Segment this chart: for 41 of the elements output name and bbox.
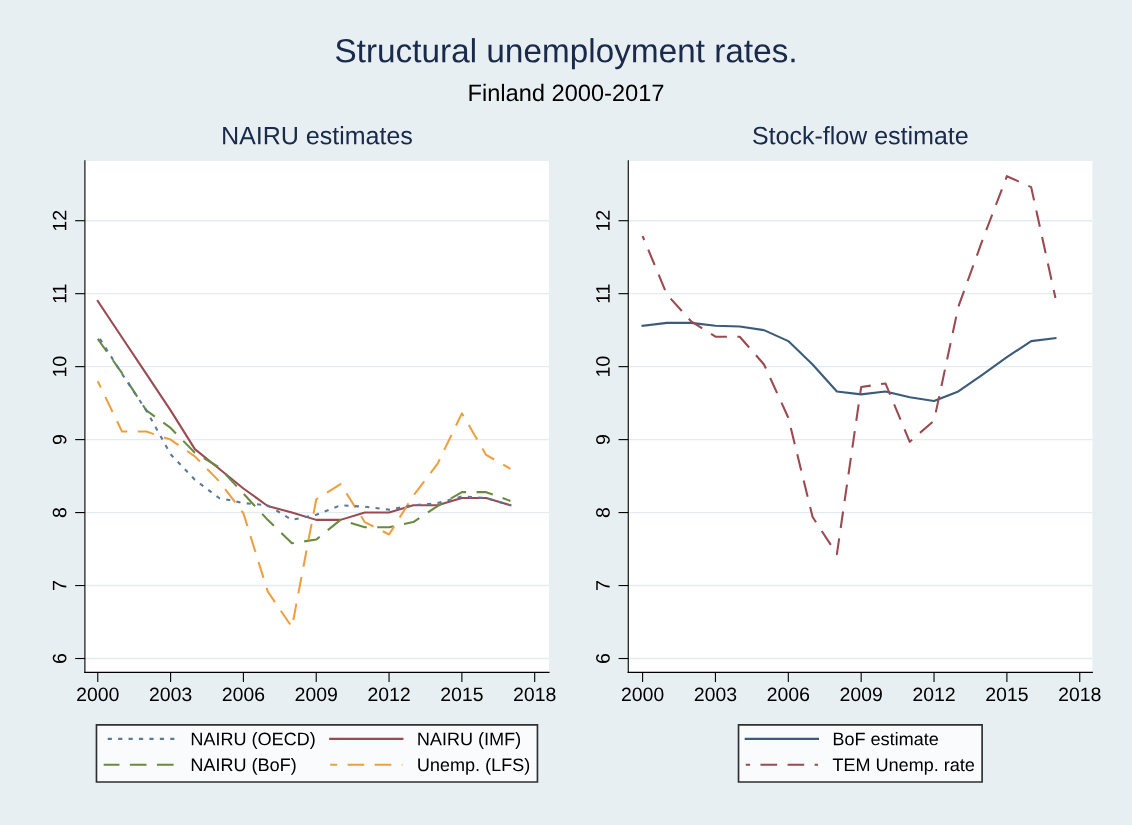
x-tick-label: 2018 (514, 687, 556, 702)
chart-title: Stock-flow estimate (753, 126, 968, 145)
y-tick-label: 7 (596, 581, 610, 590)
x-tick-label: 2006 (222, 687, 265, 702)
line-series (641, 175, 1057, 556)
line-series (96, 299, 512, 521)
x-tick-label: 2012 (913, 687, 955, 702)
x-tick-label: 2006 (767, 687, 810, 702)
x-tick-label: 2000 (621, 687, 664, 702)
x-tick-label: 2015 (986, 687, 1028, 702)
legend-label: TEM Unemp. rate (832, 758, 975, 775)
y-tick-label: 12 (52, 210, 67, 231)
legend-label: BoF estimate (833, 732, 938, 746)
x-tick-label: 2003 (149, 687, 192, 702)
legend-label: Unemp. (LFS) (418, 757, 530, 775)
legend-label: NAIRU (OECD) (191, 732, 315, 749)
x-tick-label: 2000 (77, 687, 119, 702)
y-tick-label: 8 (596, 508, 610, 518)
x-tick-label: 2003 (694, 687, 737, 702)
y-tick-label: 6 (596, 653, 610, 663)
y-tick-label: 9 (596, 435, 610, 445)
y-tick-label: 7 (52, 581, 67, 590)
y-tick-label: 12 (596, 210, 610, 231)
y-tick-label: 11 (52, 284, 67, 303)
y-tick-label: 6 (52, 653, 67, 663)
x-tick-label: 2018 (1059, 687, 1101, 702)
y-tick-label: 10 (596, 356, 610, 376)
legend-label: NAIRU (BoF) (191, 757, 296, 775)
y-tick-label: 11 (596, 284, 610, 303)
x-tick-label: 2009 (295, 687, 337, 702)
y-tick-label: 10 (52, 356, 67, 376)
line-series (641, 321, 1057, 402)
text: Finland 2000-2017 (469, 83, 664, 102)
text: Structural unemployment rates. (335, 38, 795, 70)
x-tick-label: 2009 (840, 687, 882, 702)
y-tick-label: 8 (52, 508, 67, 518)
x-tick-label: 2015 (441, 687, 483, 702)
y-tick-label: 9 (52, 435, 67, 445)
legend-label: NAIRU (IMF) (418, 732, 521, 749)
x-tick-label: 2012 (368, 687, 410, 702)
chart-title: NAIRU estimates (223, 126, 412, 145)
